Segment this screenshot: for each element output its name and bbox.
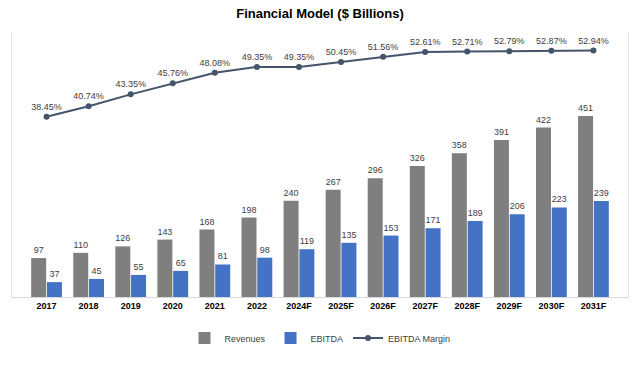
svg-text:126: 126	[115, 233, 130, 243]
svg-text:119: 119	[300, 236, 314, 246]
svg-text:Financial Model ($ Billions): Financial Model ($ Billions)	[236, 6, 404, 21]
svg-text:171: 171	[426, 215, 441, 225]
svg-text:EBITDA Margin: EBITDA Margin	[388, 334, 450, 344]
svg-text:52.79%: 52.79%	[494, 36, 525, 46]
svg-text:267: 267	[326, 177, 341, 187]
svg-text:49.35%: 49.35%	[284, 52, 315, 62]
svg-text:55: 55	[134, 262, 144, 272]
svg-text:206: 206	[510, 201, 525, 211]
svg-text:358: 358	[452, 140, 467, 150]
svg-text:2025F: 2025F	[328, 301, 354, 311]
svg-text:223: 223	[552, 194, 567, 204]
svg-text:2029F: 2029F	[497, 301, 523, 311]
svg-text:422: 422	[536, 115, 551, 125]
svg-text:65: 65	[176, 258, 186, 268]
svg-text:2026F: 2026F	[370, 301, 396, 311]
svg-text:Revenues: Revenues	[225, 334, 266, 344]
svg-text:45: 45	[91, 266, 101, 276]
svg-text:2027F: 2027F	[412, 301, 438, 311]
svg-text:135: 135	[341, 230, 356, 240]
svg-text:198: 198	[242, 205, 257, 215]
svg-text:2018: 2018	[79, 301, 99, 311]
svg-text:168: 168	[199, 217, 214, 227]
svg-text:2020: 2020	[163, 301, 183, 311]
svg-text:110: 110	[74, 240, 88, 250]
svg-text:40.74%: 40.74%	[73, 91, 104, 101]
svg-text:51.56%: 51.56%	[368, 42, 399, 52]
svg-text:2024F: 2024F	[286, 301, 312, 311]
svg-text:97: 97	[34, 245, 44, 255]
svg-text:239: 239	[594, 188, 609, 198]
svg-text:326: 326	[410, 153, 425, 163]
svg-text:240: 240	[284, 188, 299, 198]
svg-text:EBITDA: EBITDA	[311, 334, 344, 344]
svg-text:153: 153	[384, 223, 399, 233]
svg-text:2017: 2017	[37, 301, 57, 311]
svg-text:451: 451	[578, 103, 593, 113]
svg-text:296: 296	[368, 165, 383, 175]
svg-text:37: 37	[49, 269, 59, 279]
svg-text:2021: 2021	[205, 301, 225, 311]
svg-text:98: 98	[260, 245, 270, 255]
svg-text:143: 143	[157, 227, 172, 237]
svg-text:81: 81	[218, 251, 228, 261]
svg-text:52.94%: 52.94%	[578, 36, 609, 46]
svg-text:38.45%: 38.45%	[31, 102, 62, 112]
svg-text:45.76%: 45.76%	[157, 68, 188, 78]
svg-text:52.61%: 52.61%	[410, 37, 441, 47]
svg-text:2022: 2022	[247, 301, 267, 311]
svg-text:189: 189	[468, 208, 483, 218]
svg-text:50.45%: 50.45%	[326, 47, 357, 57]
svg-text:43.35%: 43.35%	[115, 79, 146, 89]
svg-text:2019: 2019	[121, 301, 141, 311]
svg-text:52.87%: 52.87%	[536, 36, 567, 46]
svg-text:48.08%: 48.08%	[200, 58, 231, 68]
svg-text:2031F: 2031F	[581, 301, 607, 311]
svg-text:49.35%: 49.35%	[242, 52, 273, 62]
svg-text:2028F: 2028F	[454, 301, 480, 311]
svg-text:391: 391	[494, 127, 509, 137]
svg-text:52.71%: 52.71%	[452, 37, 483, 47]
svg-text:2030F: 2030F	[539, 301, 565, 311]
